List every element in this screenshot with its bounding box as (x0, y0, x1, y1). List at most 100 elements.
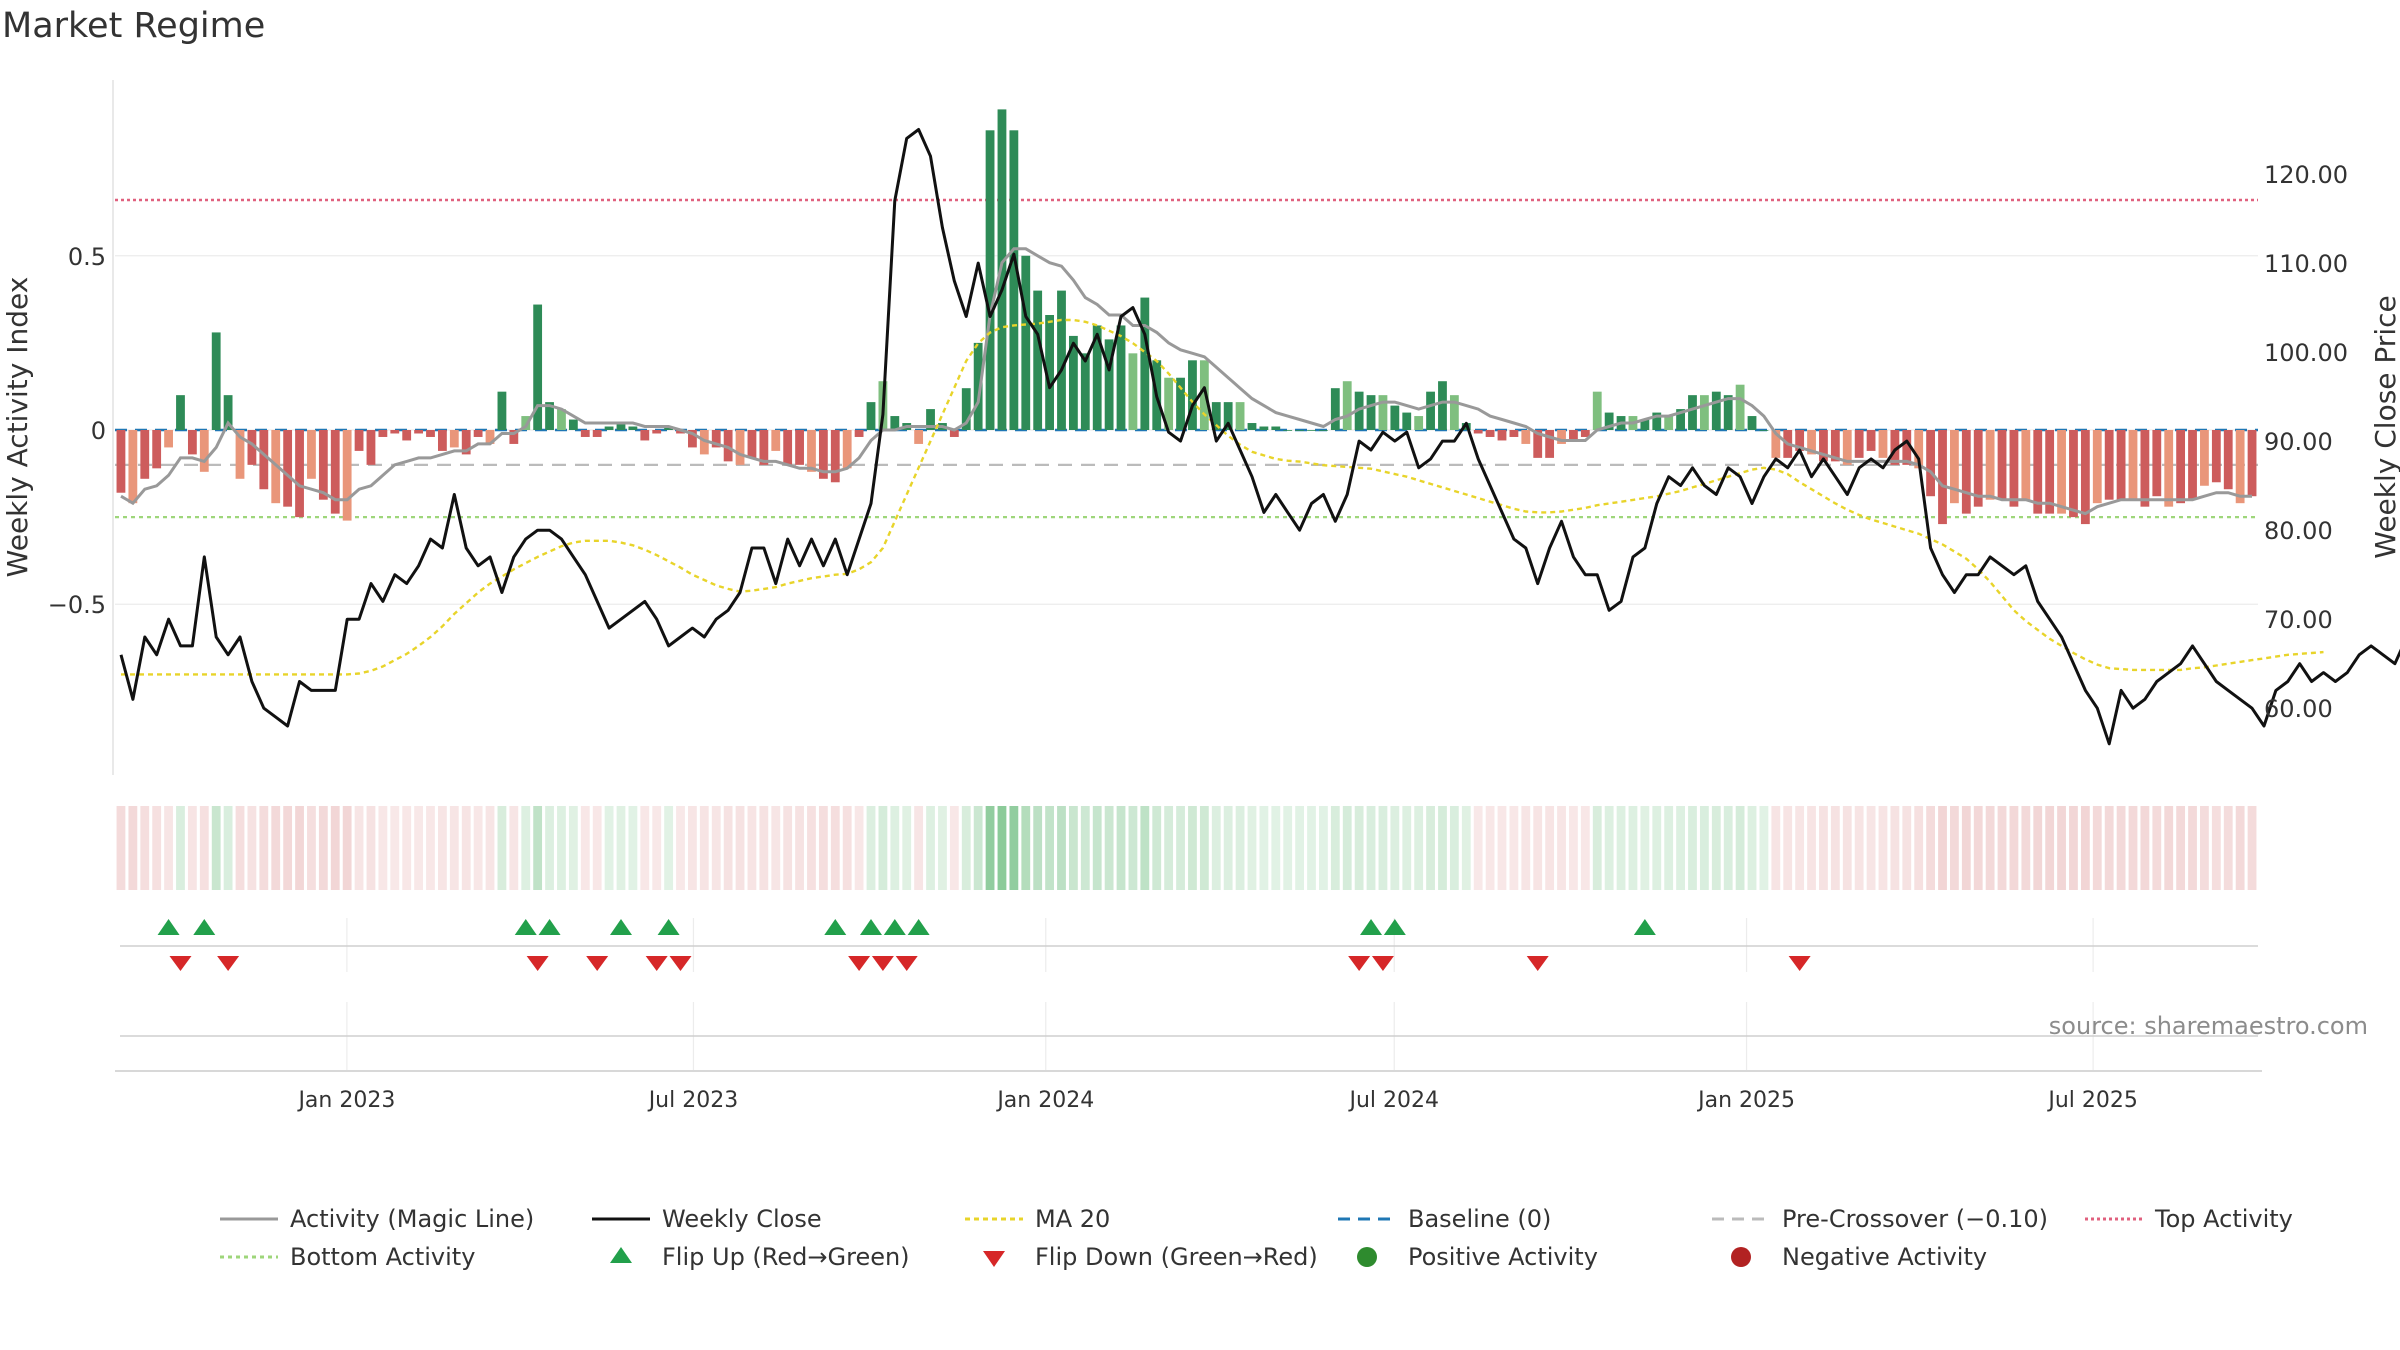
activity-bar (1699, 395, 1709, 430)
y2-tick-label: 110.00 (2264, 250, 2348, 278)
regime-strip-cell (1533, 806, 1543, 890)
regime-strip-cell (307, 806, 316, 890)
legend-swatch-dot (1357, 1247, 1377, 1267)
activity-bar (1449, 395, 1459, 430)
activity-bar (1128, 353, 1138, 430)
regime-strip-cell (366, 806, 376, 890)
activity-bar (1199, 360, 1209, 430)
regime-strip-cell (437, 806, 447, 890)
activity-bar (997, 109, 1007, 431)
flip-markers (120, 919, 2258, 971)
flip-down-marker (895, 956, 918, 971)
activity-bar (2009, 430, 2019, 507)
activity-bar (1414, 416, 1424, 430)
regime-strip-cell (1890, 806, 1900, 890)
regime-strip-cell (807, 806, 816, 890)
regime-strip-cell (830, 806, 840, 890)
activity-bar (1140, 297, 1150, 430)
regime-strip-cell (1902, 806, 1912, 890)
regime-strip-cell (354, 806, 364, 890)
regime-strip-cell (1569, 806, 1578, 890)
activity-bar (1676, 409, 1685, 430)
activity-bar (759, 430, 769, 465)
activity-bar (1164, 377, 1174, 430)
activity-bar (1295, 430, 1305, 431)
flip-down-marker (169, 956, 192, 971)
activity-bar (771, 430, 781, 451)
regime-strip-cell (592, 806, 602, 890)
regime-strip-cell (1259, 806, 1269, 890)
activity-bar (1092, 325, 1102, 430)
flip-down-marker (1371, 956, 1394, 971)
regime-strip-cell (1390, 806, 1400, 890)
activity-bar (1902, 430, 1912, 465)
activity-bar (961, 388, 971, 430)
regime-strip-cell (1926, 806, 1936, 890)
regime-strip-cell (688, 806, 697, 890)
regime-strip-cell (1747, 806, 1757, 890)
legend-label: Pre-Crossover (−0.10) (1782, 1205, 2048, 1233)
activity-bar (354, 430, 364, 451)
regime-strip-cell (1485, 806, 1495, 890)
activity-bar (949, 430, 959, 437)
activity-bar (1033, 290, 1043, 430)
regime-strip-cell (187, 806, 197, 890)
y2-tick-label: 90.00 (2264, 428, 2333, 456)
regime-strip-cell (449, 806, 459, 890)
activity-bar (140, 430, 150, 479)
activity-bar (1283, 430, 1293, 431)
legend-label: Baseline (0) (1408, 1205, 1551, 1233)
activity-bar (2104, 430, 2114, 500)
legend-label: Flip Up (Red→Green) (662, 1243, 910, 1271)
regime-strip-cell (2033, 806, 2043, 890)
x-tick-label: Jul 2025 (2046, 1088, 2138, 1113)
flip-down-marker (217, 956, 240, 971)
activity-bar (1342, 381, 1352, 430)
regime-strip-cell (1104, 806, 1114, 890)
activity-bar (2247, 430, 2257, 497)
activity-bar (366, 430, 376, 465)
activity-bar (1509, 430, 1519, 437)
regime-strip-cell (1045, 806, 1054, 890)
regime-strip-cell (2080, 806, 2090, 890)
regime-strip-cell (795, 806, 804, 890)
regime-strip-cell (652, 806, 662, 890)
regime-strip-cell (199, 806, 209, 890)
regime-strip-cell (164, 806, 173, 890)
activity-bar (1390, 405, 1400, 430)
regime-strip-cell (1580, 806, 1590, 890)
series-lines (119, 128, 2400, 746)
activity-bar (295, 430, 304, 518)
flip-down-marker (645, 956, 668, 971)
activity-bar (330, 430, 340, 514)
regime-strip-cell (318, 806, 328, 890)
activity-bar (1211, 402, 1221, 430)
activity-bar (2235, 430, 2245, 504)
activity-bar (2080, 430, 2090, 525)
regime-strip-cell (1128, 806, 1138, 890)
activity-bar (795, 430, 804, 465)
activity-bar (1068, 335, 1078, 430)
regime-strip-cell (223, 806, 233, 890)
y-axis-label: Weekly Activity Index (1, 277, 34, 578)
activity-bar (437, 430, 447, 451)
activity-bar (1057, 290, 1066, 430)
activity-bar (1747, 416, 1757, 430)
regime-strip-cell (1009, 806, 1019, 890)
regime-strip-cell (914, 806, 924, 890)
regime-strip-cell (711, 806, 721, 890)
activity-bar (1188, 360, 1197, 430)
regime-strip-cell (461, 806, 471, 890)
y2-tick-label: 70.00 (2264, 606, 2333, 634)
regime-strip-cell (1711, 806, 1721, 890)
regime-strip-cell (1973, 806, 1983, 890)
activity-bar (164, 430, 173, 448)
regime-strip-cell (235, 806, 245, 890)
activity-bar (1545, 430, 1555, 458)
activity-bar (1116, 325, 1126, 430)
flip-up-marker (1633, 919, 1656, 935)
flip-up-marker (157, 919, 180, 935)
regime-strip-cell (378, 806, 388, 890)
regime-strip-cell (2009, 806, 2019, 890)
regime-strip-cell (735, 806, 745, 890)
